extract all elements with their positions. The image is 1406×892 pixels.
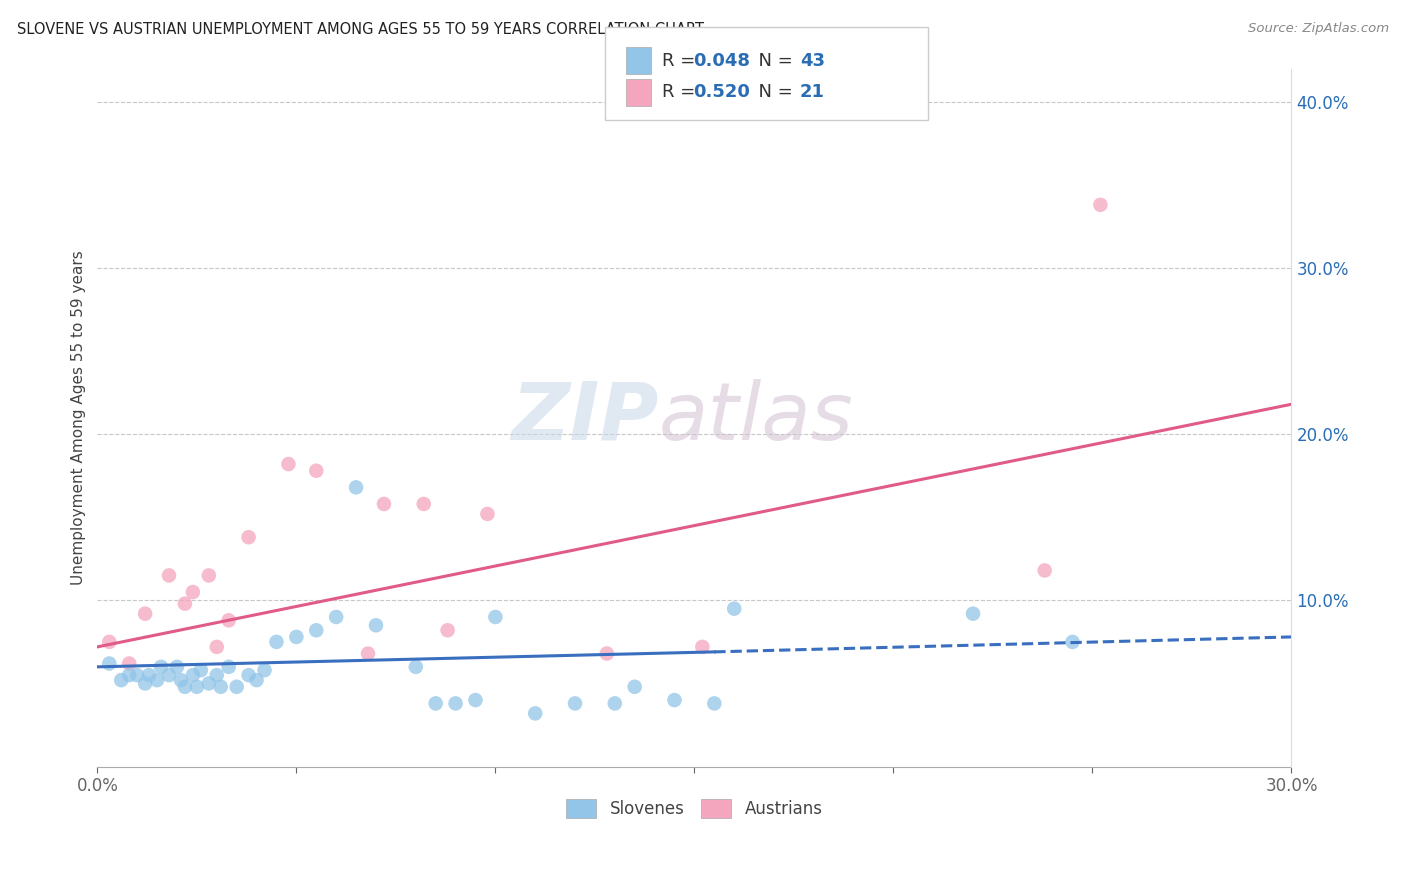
Point xyxy=(190,663,212,677)
Point xyxy=(703,697,725,711)
Text: 0.520: 0.520 xyxy=(693,83,749,101)
Point xyxy=(238,668,260,682)
Point xyxy=(723,601,745,615)
Point xyxy=(157,568,180,582)
Point xyxy=(181,585,204,599)
Point xyxy=(484,610,506,624)
Text: N =: N = xyxy=(747,83,799,101)
Point xyxy=(1062,635,1084,649)
Point xyxy=(1090,198,1112,212)
Point xyxy=(134,676,156,690)
Point xyxy=(245,673,267,687)
Point xyxy=(405,660,427,674)
Point xyxy=(118,668,141,682)
Point xyxy=(285,630,308,644)
Point xyxy=(98,635,121,649)
Point xyxy=(174,680,197,694)
Point xyxy=(412,497,434,511)
Point xyxy=(962,607,984,621)
Point xyxy=(157,668,180,682)
Point xyxy=(110,673,132,687)
Point xyxy=(603,697,626,711)
Text: R =: R = xyxy=(662,83,702,101)
Point xyxy=(623,680,645,694)
Point xyxy=(357,647,380,661)
Point xyxy=(209,680,232,694)
Text: 21: 21 xyxy=(800,83,825,101)
Text: R =: R = xyxy=(662,52,702,70)
Text: N =: N = xyxy=(747,52,799,70)
Point xyxy=(692,640,714,654)
Point xyxy=(436,624,458,638)
Text: atlas: atlas xyxy=(658,378,853,457)
Point xyxy=(238,530,260,544)
Point xyxy=(364,618,387,632)
Text: SLOVENE VS AUSTRIAN UNEMPLOYMENT AMONG AGES 55 TO 59 YEARS CORRELATION CHART: SLOVENE VS AUSTRIAN UNEMPLOYMENT AMONG A… xyxy=(17,22,704,37)
Point xyxy=(166,660,188,674)
Point xyxy=(596,647,619,661)
Point xyxy=(1033,564,1056,578)
Point xyxy=(225,680,247,694)
Point xyxy=(425,697,447,711)
Point xyxy=(564,697,586,711)
Point xyxy=(170,673,193,687)
Point xyxy=(664,693,686,707)
Point xyxy=(325,610,347,624)
Point xyxy=(150,660,173,674)
Point xyxy=(146,673,169,687)
Y-axis label: Unemployment Among Ages 55 to 59 years: Unemployment Among Ages 55 to 59 years xyxy=(72,250,86,585)
Point xyxy=(127,668,149,682)
Point xyxy=(205,640,228,654)
Point xyxy=(98,657,121,671)
Text: 43: 43 xyxy=(800,52,825,70)
Point xyxy=(198,568,221,582)
Point xyxy=(134,607,156,621)
Point xyxy=(186,680,208,694)
Point xyxy=(344,480,367,494)
Point xyxy=(373,497,395,511)
Point xyxy=(266,635,288,649)
Text: ZIP: ZIP xyxy=(512,378,658,457)
Point xyxy=(198,676,221,690)
Point xyxy=(444,697,467,711)
Point xyxy=(305,464,328,478)
Point xyxy=(477,507,499,521)
Text: Source: ZipAtlas.com: Source: ZipAtlas.com xyxy=(1249,22,1389,36)
Point xyxy=(218,660,240,674)
Point xyxy=(464,693,486,707)
Point xyxy=(138,668,160,682)
Point xyxy=(218,613,240,627)
Text: 0.048: 0.048 xyxy=(693,52,751,70)
Point xyxy=(174,597,197,611)
Point xyxy=(305,624,328,638)
Legend: Slovenes, Austrians: Slovenes, Austrians xyxy=(560,792,830,824)
Point xyxy=(524,706,547,721)
Point xyxy=(118,657,141,671)
Point xyxy=(205,668,228,682)
Point xyxy=(181,668,204,682)
Point xyxy=(277,457,299,471)
Point xyxy=(253,663,276,677)
